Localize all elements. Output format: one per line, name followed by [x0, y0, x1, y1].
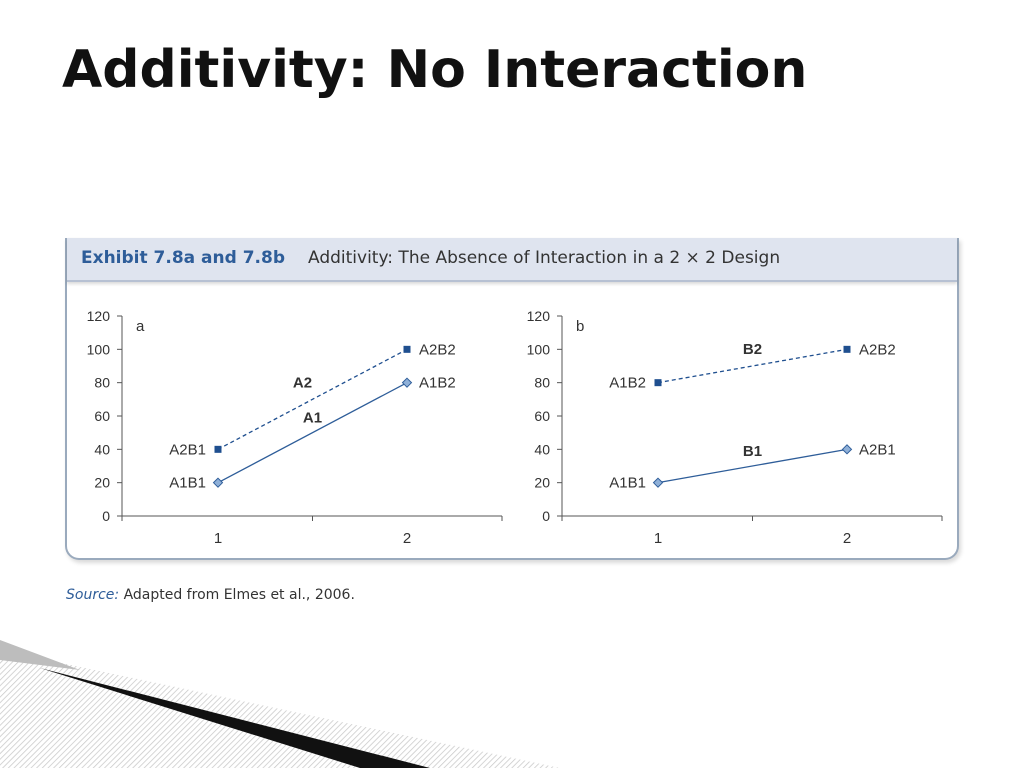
source-label: Source:	[66, 587, 120, 603]
series-line-b2	[657, 348, 848, 384]
y-tick-label: 80	[534, 375, 550, 391]
point-label: A2B2	[419, 341, 456, 358]
slide-title: Additivity: No Interaction	[62, 40, 808, 100]
data-point-a1b1	[212, 477, 224, 488]
series-line-a2	[217, 348, 408, 450]
data-point-a2b1	[841, 444, 853, 455]
black-stripe	[40, 668, 430, 768]
y-tick-label: 0	[102, 508, 110, 524]
y-tick-label: 120	[87, 308, 111, 324]
exhibit-caption: Additivity: The Absence of Interaction i…	[308, 248, 781, 268]
y-tick-label: 60	[534, 408, 550, 424]
series-name-label: A1	[303, 410, 322, 427]
x-tick-label: 1	[654, 530, 662, 547]
panel-label: a	[136, 318, 145, 335]
y-tick-label: 100	[87, 341, 111, 357]
y-tick-label: 0	[542, 508, 550, 524]
x-tick-label: 2	[843, 530, 851, 547]
corner-decoration	[0, 640, 560, 768]
point-label: A1B1	[609, 475, 646, 492]
grey-stripe	[0, 640, 80, 670]
series-name-label: B1	[743, 443, 762, 460]
y-tick-label: 60	[94, 408, 110, 424]
panel-label: b	[576, 318, 584, 335]
hatched-wedge	[0, 650, 560, 768]
chart-b: 0 20 40 60 80 100 120 1 2 b A1B1 A2B1 B1 A1B2 A2B2 B2	[527, 308, 943, 547]
point-label: A2B1	[859, 441, 896, 458]
data-point-a1b1	[652, 477, 664, 488]
source-note: Source: Adapted from Elmes et al., 2006.	[66, 587, 355, 603]
source-text: Adapted from Elmes et al., 2006.	[123, 587, 355, 603]
series-line-b1	[657, 448, 848, 484]
data-point-a2b2	[403, 345, 411, 353]
series-name-label: A2	[293, 374, 312, 391]
series-line-a1	[217, 382, 408, 484]
y-tick-label: 40	[534, 441, 550, 457]
series-name-label: B2	[743, 341, 762, 358]
point-label: A1B2	[419, 375, 456, 392]
y-tick-label: 20	[94, 475, 110, 491]
x-tick-label: 1	[214, 530, 222, 547]
point-label: A2B1	[169, 441, 206, 458]
y-tick-label: 100	[527, 341, 551, 357]
exhibit-panel: Exhibit 7.8a and 7.8b Additivity: The Ab…	[65, 238, 959, 560]
y-tick-label: 20	[534, 475, 550, 491]
data-point-a2b2	[843, 345, 851, 353]
exhibit-header: Exhibit 7.8a and 7.8b Additivity: The Ab…	[67, 238, 957, 282]
point-label: A1B1	[169, 475, 206, 492]
y-tick-label: 40	[94, 441, 110, 457]
point-label: A2B2	[859, 341, 896, 358]
data-point-a1b2	[401, 377, 413, 388]
data-point-a2b1	[214, 445, 222, 453]
y-tick-label: 120	[527, 308, 551, 324]
exhibit-label: Exhibit 7.8a and 7.8b	[81, 248, 285, 268]
y-tick-label: 80	[94, 375, 110, 391]
point-label: A1B2	[609, 375, 646, 392]
x-tick-label: 2	[403, 530, 411, 547]
data-point-a1b2	[654, 379, 662, 387]
chart-a: 0 20 40 60 80 100 120 1 2 a A1B1 A1B2 A1 A2B1 A2B2 A2	[87, 308, 503, 547]
